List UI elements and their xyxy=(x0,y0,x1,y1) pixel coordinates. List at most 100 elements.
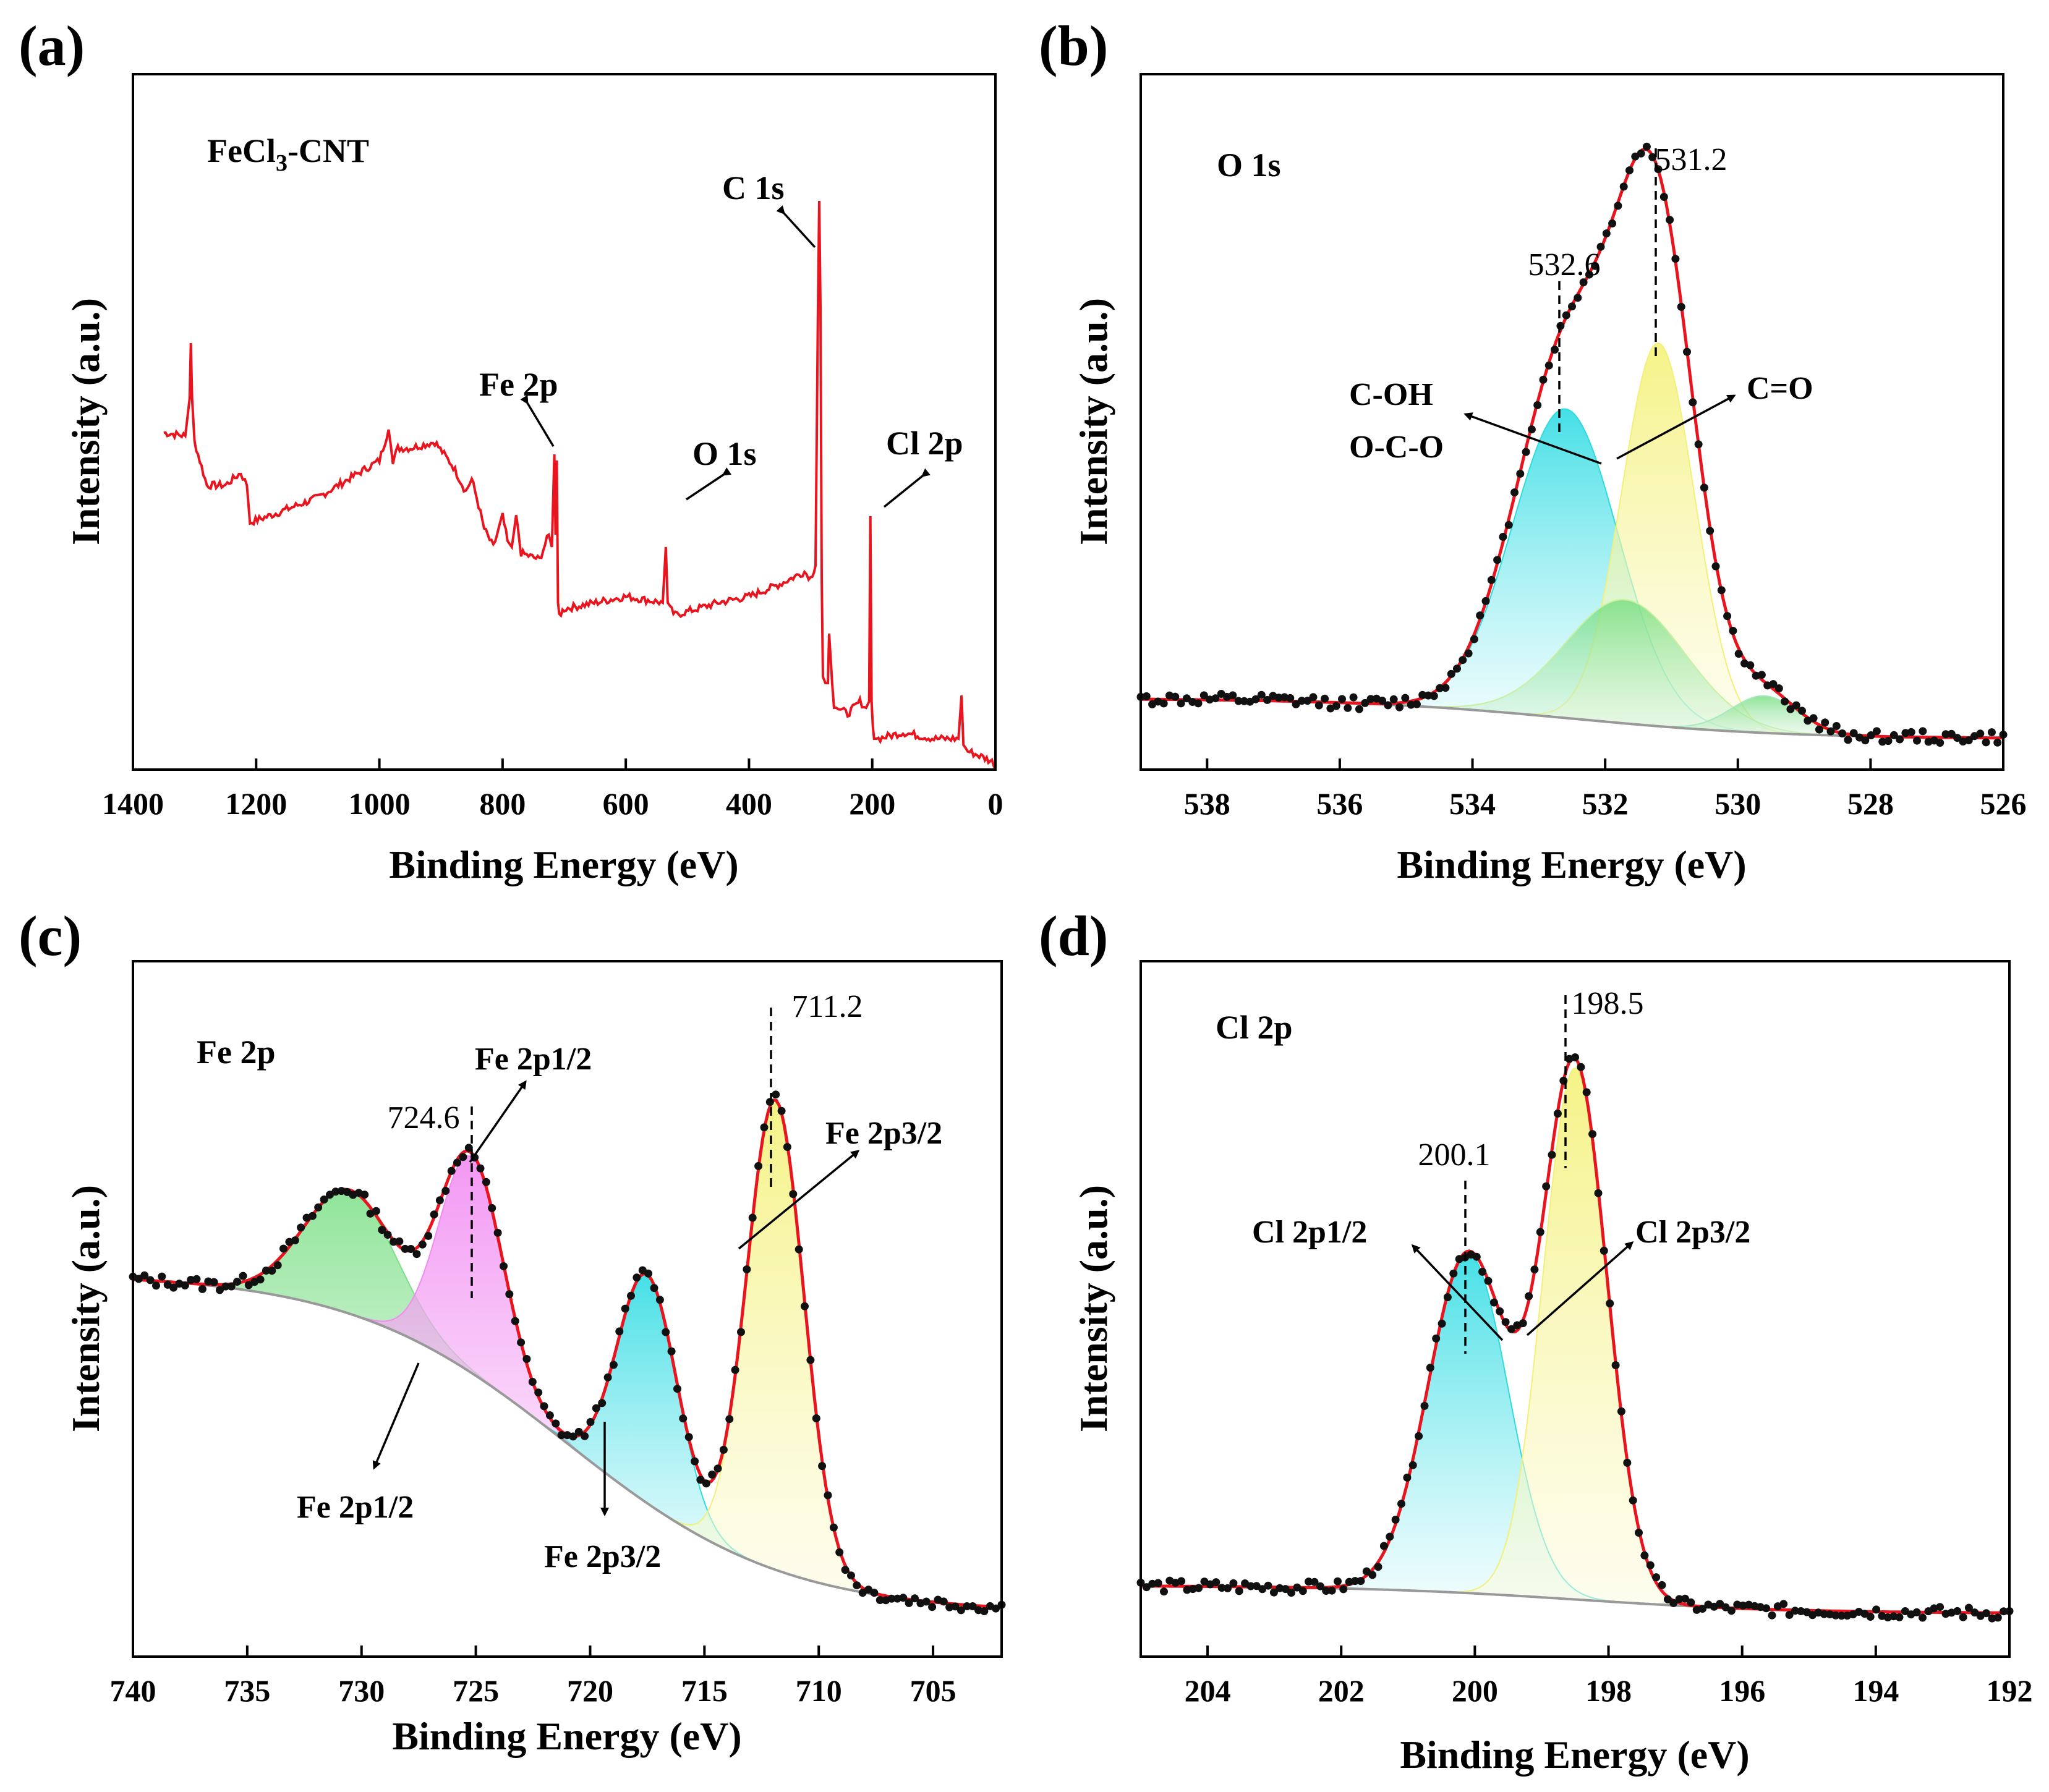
data-point xyxy=(980,1607,989,1615)
panel-c-letter: (c) xyxy=(19,904,82,967)
data-point xyxy=(1717,586,1726,595)
data-point xyxy=(760,1123,769,1132)
data-point xyxy=(1734,650,1743,658)
data-point xyxy=(569,1432,577,1441)
data-point xyxy=(1687,1598,1695,1607)
panel-c-y-axis-title: Intensity (a.u.) xyxy=(64,1185,108,1432)
x-tick-label: 1400 xyxy=(102,786,164,821)
data-point xyxy=(1453,665,1461,673)
data-point xyxy=(1596,242,1605,251)
data-point xyxy=(968,1602,977,1610)
data-point xyxy=(233,1278,242,1286)
data-point xyxy=(1762,1604,1771,1613)
assign-fe2p32-sat: Fe 2p3/2 xyxy=(544,1539,661,1574)
data-point xyxy=(1849,729,1858,737)
data-point xyxy=(1542,1182,1551,1191)
data-point xyxy=(1700,483,1708,492)
data-point xyxy=(1426,1364,1434,1372)
data-point xyxy=(482,1178,490,1186)
data-point xyxy=(1438,1319,1446,1328)
data-point xyxy=(1484,1276,1493,1285)
data-point xyxy=(1357,1577,1365,1586)
data-point xyxy=(1297,697,1306,705)
data-point xyxy=(1441,684,1450,692)
data-point xyxy=(453,1158,461,1167)
survey-line xyxy=(163,200,997,769)
data-point xyxy=(1936,1603,1945,1612)
data-point xyxy=(1251,695,1260,703)
data-point xyxy=(673,1385,681,1393)
data-point xyxy=(789,1190,798,1199)
panel-d-cl2p: (d) 204 202 200 198 196 194 192 Cl 2p Binding … xyxy=(1039,904,2033,1777)
x-tick-label: 196 xyxy=(1719,1673,1765,1708)
annotation-o1s: O 1s xyxy=(692,435,757,472)
data-point xyxy=(1316,1582,1324,1590)
data-point xyxy=(1768,1611,1776,1620)
data-point xyxy=(1159,699,1168,708)
background-line xyxy=(132,1278,1002,1609)
data-point xyxy=(824,1491,832,1500)
data-point xyxy=(650,1284,658,1293)
x-tick-label: 1200 xyxy=(225,786,287,821)
data-point xyxy=(1711,562,1720,571)
data-point xyxy=(1568,302,1576,311)
data-point xyxy=(1831,1611,1840,1620)
data-point xyxy=(1659,193,1668,201)
panel-b-x-ticks: 538 536 534 532 530 528 526 xyxy=(1184,758,2027,821)
data-point xyxy=(875,1596,884,1604)
x-tick-label: 0 xyxy=(988,786,1003,821)
data-point xyxy=(627,1291,635,1300)
data-point xyxy=(1982,738,1990,747)
data-point xyxy=(1574,294,1582,302)
data-point xyxy=(1327,1586,1336,1595)
data-point xyxy=(1349,693,1358,702)
data-point xyxy=(1194,699,1203,708)
data-point xyxy=(407,1245,415,1253)
data-point xyxy=(216,1286,224,1294)
assign-c-o: C=O xyxy=(1747,371,1813,406)
data-point xyxy=(1611,1361,1620,1369)
data-point xyxy=(488,1204,496,1212)
panel-b-x-axis-title: Binding Energy (eV) xyxy=(1397,843,1746,886)
data-point xyxy=(1953,1607,1962,1615)
data-point xyxy=(1310,1578,1319,1586)
x-tick-label: 536 xyxy=(1316,786,1363,821)
data-point xyxy=(1757,671,1766,679)
data-point xyxy=(1689,398,1697,407)
panel-d-frame xyxy=(1140,960,2011,1658)
data-point xyxy=(1229,1579,1238,1587)
data-point xyxy=(1544,361,1553,370)
data-point xyxy=(534,1388,543,1397)
data-point xyxy=(314,1203,323,1212)
data-point xyxy=(435,1196,444,1205)
data-point xyxy=(1548,1150,1556,1159)
data-point xyxy=(1582,1088,1591,1097)
annotation-fe2p-arrow xyxy=(520,394,555,447)
peak-label-711-2: 711.2 xyxy=(791,989,863,1024)
data-point xyxy=(714,1464,722,1473)
data-point xyxy=(1481,597,1490,605)
panel-a-survey: (a) 1400 1200 1000 800 600 400 200 0 FeCl3-CNT … xyxy=(19,14,1003,886)
data-point xyxy=(1195,1584,1203,1592)
data-point xyxy=(1809,714,1818,723)
data-point xyxy=(1786,705,1795,713)
data-point xyxy=(181,1281,189,1289)
x-tick-label: 532 xyxy=(1582,786,1629,821)
data-point xyxy=(911,1594,919,1603)
assign-cl2p12-arrow xyxy=(1411,1244,1504,1341)
data-point xyxy=(1872,1605,1881,1614)
data-point xyxy=(1792,701,1800,710)
data-point xyxy=(1941,730,1950,739)
data-point xyxy=(1591,261,1600,270)
peak-label-531-2: 531.2 xyxy=(1655,142,1727,177)
data-point xyxy=(1826,727,1835,736)
annotation-o1s-arrow xyxy=(686,467,732,501)
data-point xyxy=(1395,703,1404,711)
peak-label-200-1: 200.1 xyxy=(1418,1137,1491,1173)
data-point xyxy=(992,1604,1000,1613)
data-point xyxy=(731,1365,739,1374)
data-point xyxy=(1727,1607,1736,1615)
data-point xyxy=(1721,1603,1730,1612)
data-point xyxy=(725,1415,734,1424)
data-point xyxy=(702,1479,710,1488)
